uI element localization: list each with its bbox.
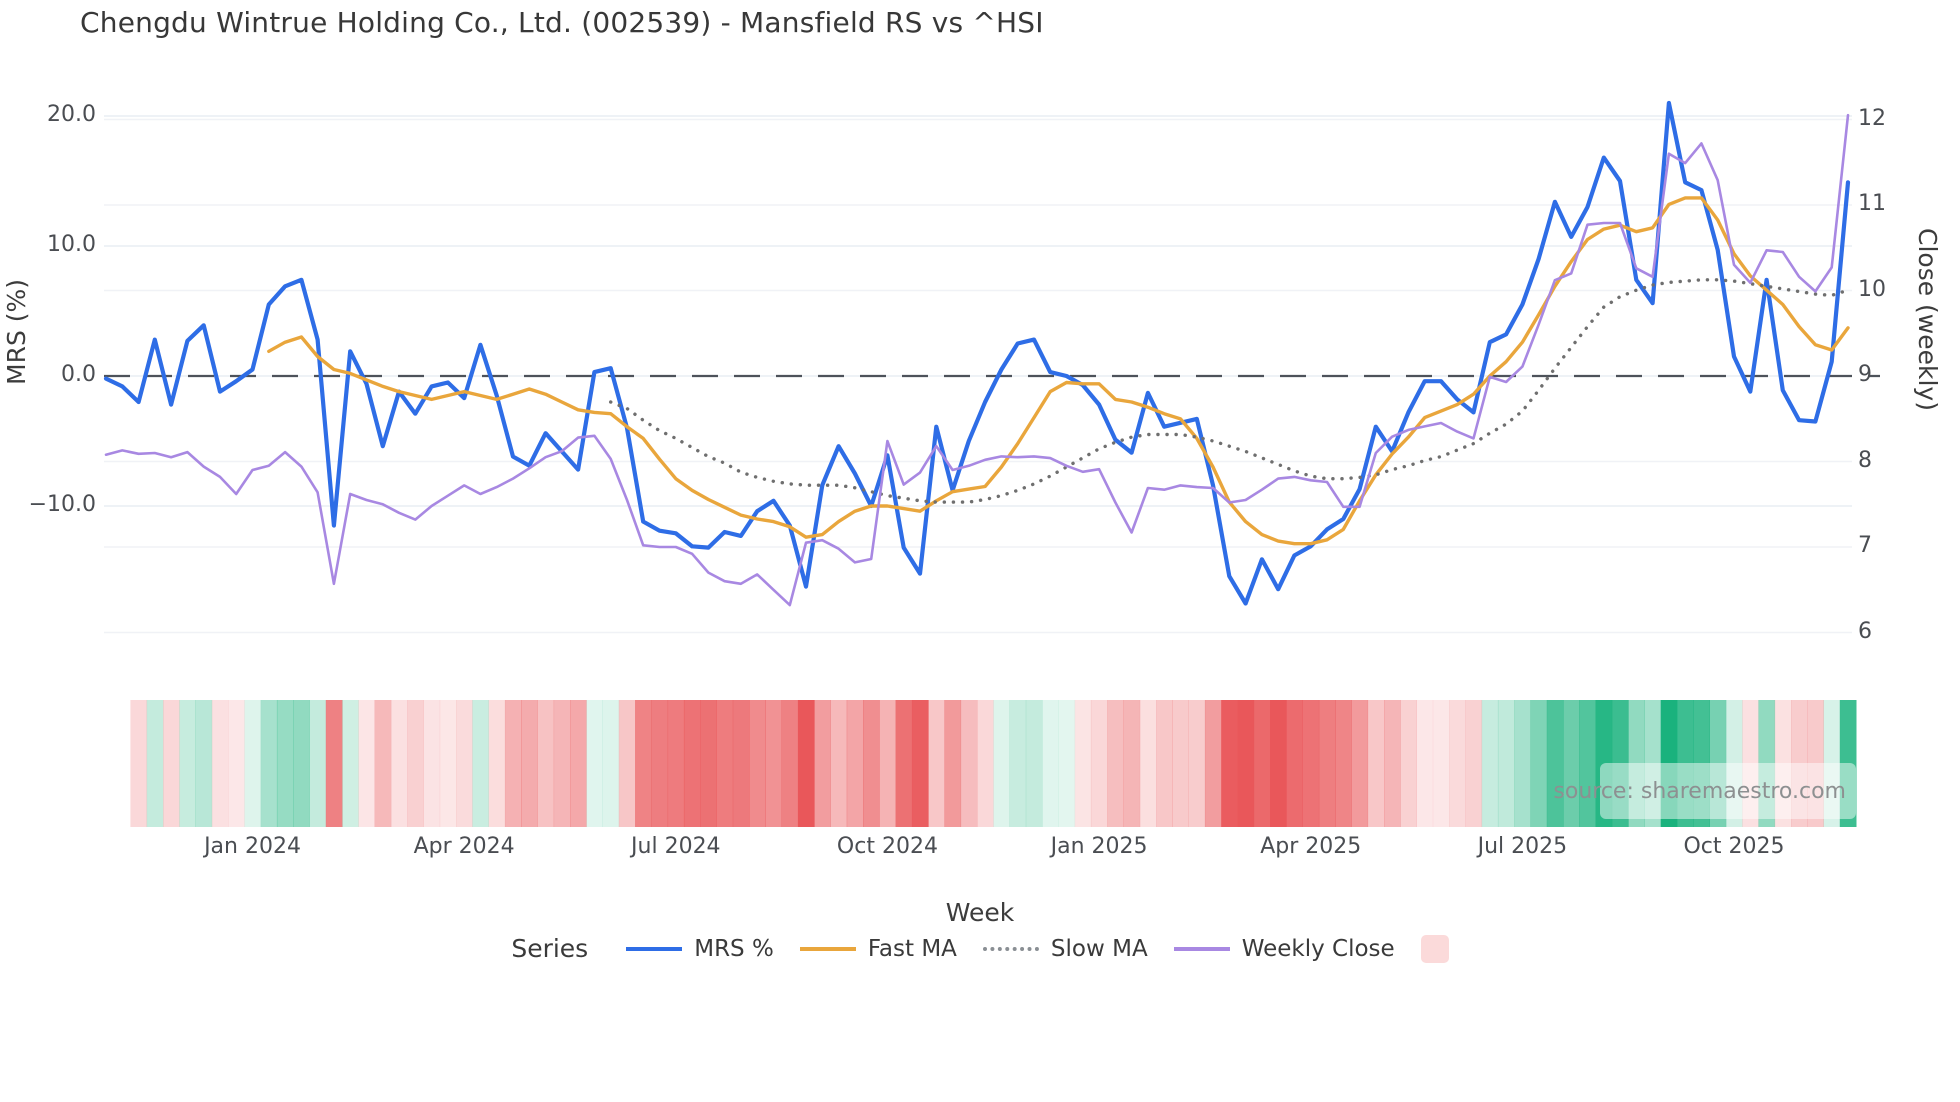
x-axis-title: Week [945,898,1015,927]
legend-item-heatmap [1420,934,1449,963]
x-tick-label: Jul 2024 [631,834,721,859]
left-axis-title: MRS (%) [2,278,31,385]
fast-ma-line-swatch [799,946,856,951]
legend-item-slow-ma: Slow MA [982,936,1148,962]
x-tick-label: Jan 2024 [204,834,301,859]
legend-title: Series [511,934,589,963]
x-tick-label: Jul 2025 [1477,834,1568,859]
x-tick-label: Jan 2025 [1050,834,1148,859]
mrs-line-swatch [626,946,683,951]
x-tick-label: Oct 2024 [836,834,938,859]
source-watermark: source: sharemaestro.com [1553,763,1856,819]
slow-ma-dotted-swatch [982,946,1039,951]
legend-item-fast-ma: Fast MA [799,936,957,962]
legend: Series MRS % Fast MA Slow MA Weekly Clos… [0,934,1960,963]
left-y-tick-label: 10.0 [47,232,96,257]
legend-item-mrs: MRS % [626,936,774,962]
right-y-tick-label: 12 [1858,105,1886,131]
right-y-tick-label: 6 [1858,618,1872,644]
right-y-tick-label: 7 [1858,533,1872,558]
right-y-tick-label: 9 [1858,362,1872,387]
x-tick-label: Apr 2024 [413,834,515,859]
left-y-tick-label: 0.0 [61,362,96,387]
x-tick-label: Apr 2025 [1260,834,1362,859]
weekly-close-line-swatch [1173,946,1230,951]
right-y-tick-label: 10 [1858,276,1886,302]
legend-item-weekly-close: Weekly Close [1173,936,1395,962]
left-y-tick-label: 20.0 [47,102,96,127]
right-axis-title: Close (weekly) [1913,228,1942,411]
right-y-tick-label: 11 [1858,191,1886,216]
chart-title: Chengdu Wintrue Holding Co., Ltd. (00253… [80,6,1044,39]
right-y-tick-label: 8 [1858,447,1872,473]
x-tick-label: Oct 2025 [1683,834,1785,859]
heatmap-swatch [1420,934,1449,963]
left-y-tick-label: −10.0 [28,492,96,517]
